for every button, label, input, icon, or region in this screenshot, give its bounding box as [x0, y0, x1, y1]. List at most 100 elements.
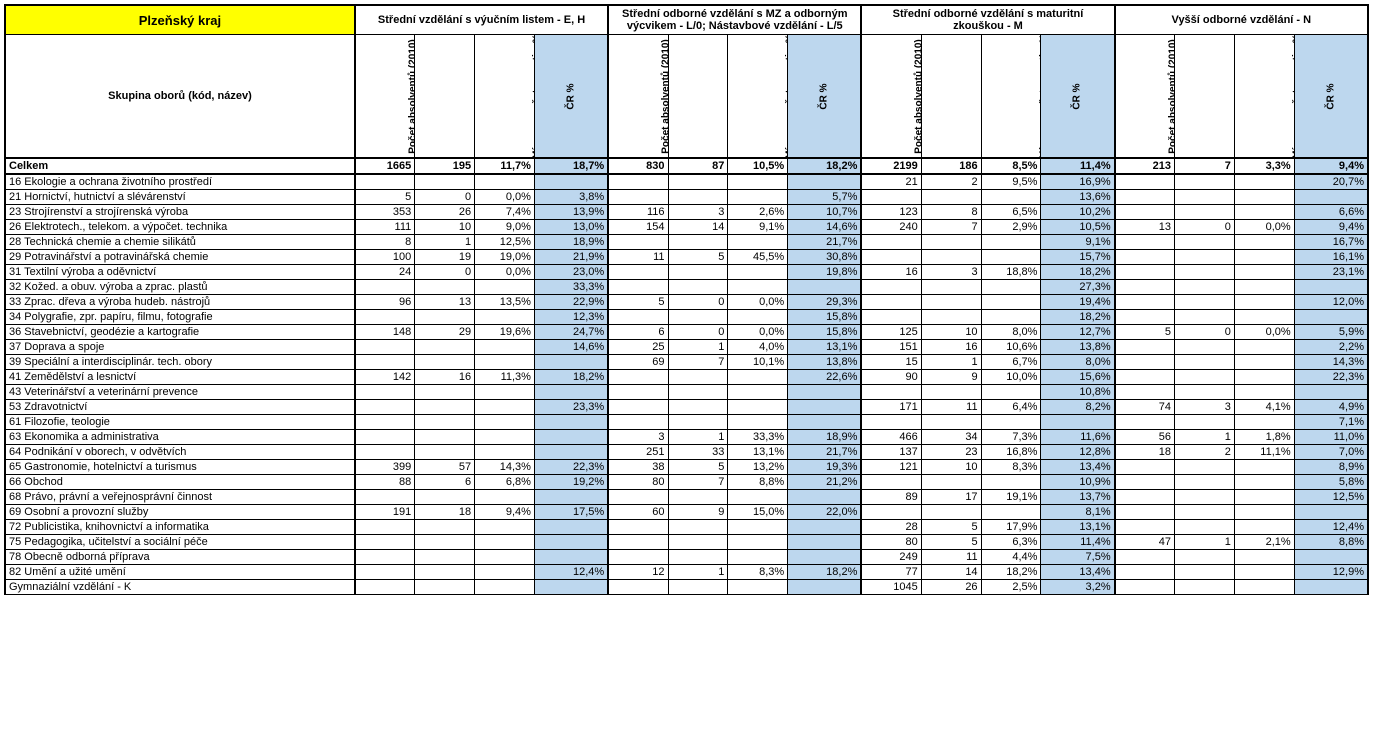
- data-cell: [1174, 370, 1234, 385]
- data-cell: [534, 490, 608, 505]
- row-label: 61 Filozofie, teologie: [5, 415, 355, 430]
- data-cell: [921, 250, 981, 265]
- data-cell: [415, 415, 475, 430]
- data-cell: [728, 280, 788, 295]
- data-cell: 6,8%: [475, 475, 535, 490]
- data-cell: [1234, 490, 1294, 505]
- data-cell: [1115, 355, 1175, 370]
- data-cell: [1174, 295, 1234, 310]
- data-cell: [1234, 460, 1294, 475]
- data-cell: [1234, 550, 1294, 565]
- data-cell: 8,9%: [1294, 460, 1368, 475]
- data-cell: [1115, 174, 1175, 190]
- data-cell: [861, 280, 921, 295]
- sub-column-header: Počet absolventů (2010): [1115, 35, 1175, 159]
- data-cell: 11,0%: [1294, 430, 1368, 445]
- table-row: 78 Obecně odborná příprava249114,4%7,5%: [5, 550, 1368, 565]
- data-cell: 5: [1115, 325, 1175, 340]
- data-cell: [355, 550, 415, 565]
- data-cell: [1115, 505, 1175, 520]
- data-cell: 6,3%: [981, 535, 1041, 550]
- table-row: 16 Ekologie a ochrana životního prostřed…: [5, 174, 1368, 190]
- data-cell: [1234, 310, 1294, 325]
- table-row: 37 Doprava a spoje14,6%2514,0%13,1%15116…: [5, 340, 1368, 355]
- data-cell: 21,7%: [788, 235, 862, 250]
- data-cell: 8,0%: [981, 325, 1041, 340]
- data-cell: 9,0%: [475, 220, 535, 235]
- data-cell: 142: [355, 370, 415, 385]
- data-cell: [728, 174, 788, 190]
- data-cell: [1115, 565, 1175, 580]
- data-cell: [668, 400, 728, 415]
- data-cell: [355, 174, 415, 190]
- data-cell: 17,9%: [981, 520, 1041, 535]
- data-cell: 15,6%: [1041, 370, 1115, 385]
- data-cell: [355, 340, 415, 355]
- row-label: 32 Kožed. a obuv. výroba a zprac. plastů: [5, 280, 355, 295]
- data-cell: 21: [861, 174, 921, 190]
- row-label: Celkem: [5, 158, 355, 174]
- data-cell: 19,0%: [475, 250, 535, 265]
- data-cell: 10,0%: [981, 370, 1041, 385]
- table-row: 65 Gastronomie, hotelnictví a turismus39…: [5, 460, 1368, 475]
- data-cell: 0: [1174, 220, 1234, 235]
- data-cell: [475, 535, 535, 550]
- data-cell: 22,6%: [788, 370, 862, 385]
- data-cell: 19,4%: [1041, 295, 1115, 310]
- data-cell: [1234, 565, 1294, 580]
- data-cell: 23,1%: [1294, 265, 1368, 280]
- table-row: 29 Potravinářství a potravinářská chemie…: [5, 250, 1368, 265]
- data-cell: 13: [415, 295, 475, 310]
- sub-column-header: Počet absolventů (2010): [355, 35, 415, 159]
- data-cell: 22,0%: [788, 505, 862, 520]
- data-cell: [668, 490, 728, 505]
- data-cell: 6,5%: [981, 205, 1041, 220]
- data-cell: [728, 535, 788, 550]
- data-cell: [861, 235, 921, 250]
- table-row: 53 Zdravotnictví23,3%171116,4%8,2%7434,1…: [5, 400, 1368, 415]
- data-cell: 25: [608, 340, 668, 355]
- data-cell: [1234, 370, 1294, 385]
- data-cell: [788, 535, 862, 550]
- data-cell: 9,4%: [1294, 158, 1368, 174]
- data-cell: [1174, 460, 1234, 475]
- data-cell: [861, 295, 921, 310]
- data-cell: 23: [921, 445, 981, 460]
- data-cell: 77: [861, 565, 921, 580]
- sub-column-header: ČR %: [534, 35, 608, 159]
- data-cell: 213: [1115, 158, 1175, 174]
- data-cell: [1115, 460, 1175, 475]
- data-cell: [415, 340, 475, 355]
- data-cell: 88: [355, 475, 415, 490]
- data-cell: 1: [1174, 535, 1234, 550]
- data-cell: 15,8%: [788, 310, 862, 325]
- data-cell: [355, 430, 415, 445]
- row-label: 39 Speciální a interdisciplinár. tech. o…: [5, 355, 355, 370]
- data-cell: [921, 310, 981, 325]
- data-cell: 21,9%: [534, 250, 608, 265]
- data-cell: 5,9%: [1294, 325, 1368, 340]
- data-cell: 399: [355, 460, 415, 475]
- data-cell: 2199: [861, 158, 921, 174]
- data-cell: 5,7%: [788, 190, 862, 205]
- data-cell: [728, 550, 788, 565]
- data-cell: 12,9%: [1294, 565, 1368, 580]
- data-cell: 10,5%: [1041, 220, 1115, 235]
- data-cell: [921, 235, 981, 250]
- data-cell: 11: [921, 550, 981, 565]
- data-cell: [728, 520, 788, 535]
- data-cell: [1234, 235, 1294, 250]
- sub-column-header: Míra nezaměstnanosti v %: [475, 35, 535, 159]
- data-cell: 12,4%: [534, 565, 608, 580]
- data-cell: 19,3%: [788, 460, 862, 475]
- data-cell: 2,1%: [1234, 535, 1294, 550]
- data-cell: 8,5%: [981, 158, 1041, 174]
- data-cell: [415, 280, 475, 295]
- data-cell: 16: [861, 265, 921, 280]
- data-cell: 80: [608, 475, 668, 490]
- data-cell: 29,3%: [788, 295, 862, 310]
- data-cell: [1115, 280, 1175, 295]
- data-cell: 0: [415, 190, 475, 205]
- data-cell: [668, 370, 728, 385]
- data-cell: [728, 580, 788, 595]
